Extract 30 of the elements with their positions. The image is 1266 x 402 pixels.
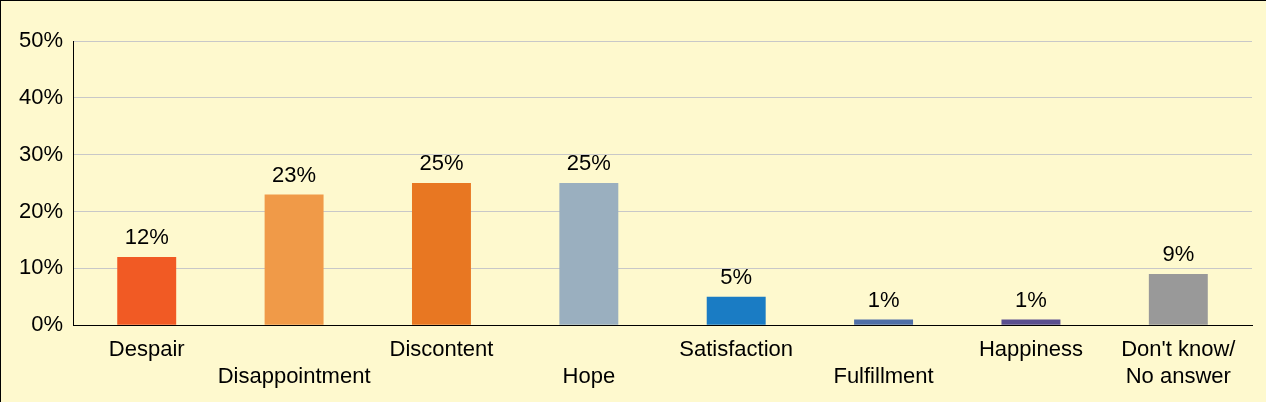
bar — [264, 194, 324, 325]
bar — [559, 183, 619, 325]
x-tick-label: Don't know/ No answer — [1121, 336, 1237, 388]
bar — [1148, 274, 1208, 325]
data-label: 1% — [1015, 286, 1047, 312]
y-tick-label: 50% — [18, 27, 64, 53]
y-tick-label: 0% — [31, 311, 64, 337]
x-tick-label: Satisfaction — [679, 336, 794, 362]
data-label: 9% — [1162, 241, 1195, 267]
x-tick-label: Disappointment — [217, 362, 371, 388]
y-tick-label: 10% — [18, 254, 64, 280]
x-tick-label: Discontent — [389, 336, 494, 362]
data-label: 25% — [566, 150, 611, 176]
data-label: 12% — [124, 224, 169, 250]
bar — [117, 256, 177, 325]
bar — [1001, 319, 1061, 325]
y-tick-label: 20% — [18, 197, 64, 223]
x-tick-label: Fulfillment — [833, 362, 934, 388]
y-tick-label: 30% — [18, 140, 64, 166]
x-tick-label: Happiness — [978, 336, 1083, 362]
x-tick-label: Despair — [108, 336, 185, 362]
bar — [411, 183, 471, 325]
x-tick-label: Hope — [562, 362, 616, 388]
data-label: 5% — [720, 263, 753, 289]
data-label: 1% — [867, 286, 900, 312]
y-tick-label: 40% — [18, 83, 64, 109]
data-label: 23% — [272, 161, 317, 187]
data-label: 25% — [419, 150, 464, 176]
bar — [854, 319, 914, 325]
bar — [706, 296, 766, 325]
